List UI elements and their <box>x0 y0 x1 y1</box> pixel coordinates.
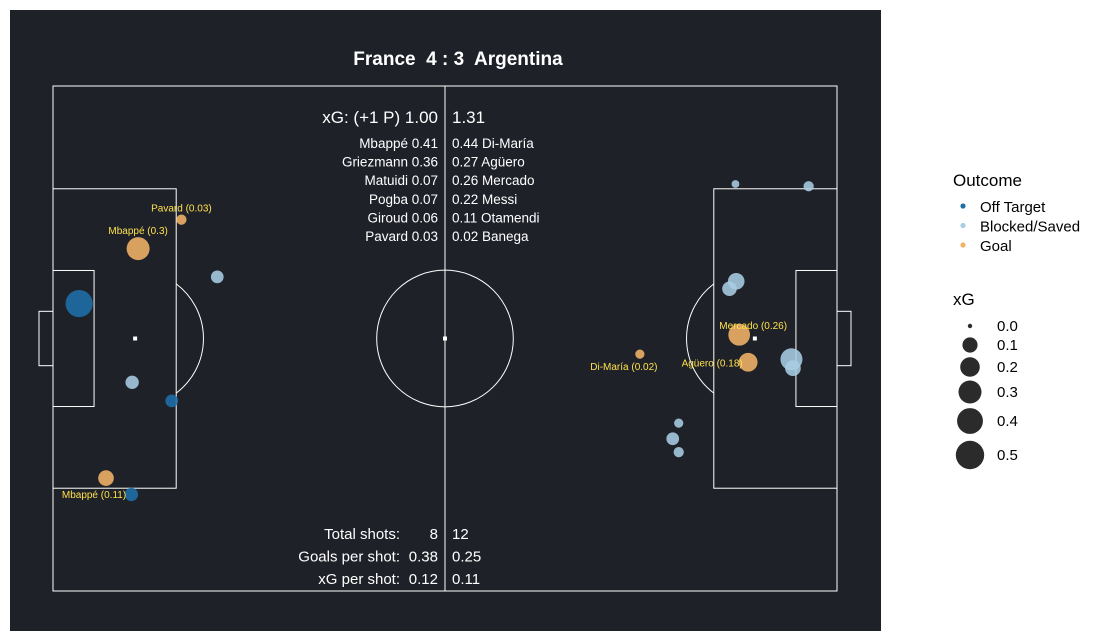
stat-away: 0.25 <box>452 549 481 566</box>
stat-away: 0.11 <box>452 571 480 588</box>
player-xg-home: Matuidi 0.07 <box>364 173 438 188</box>
legend-outcome-key <box>960 222 966 229</box>
legend-xg-key <box>958 380 982 404</box>
legend-outcome-key <box>960 242 966 248</box>
stat-label: Goals per shot: <box>298 549 400 566</box>
shot-point <box>65 290 93 318</box>
centre-circle <box>376 269 514 408</box>
player-xg-home: Mbappé 0.41 <box>359 136 438 151</box>
penalty-arc-left <box>175 283 204 394</box>
shot-point <box>803 181 814 192</box>
shot-point <box>176 214 187 225</box>
stat-home: 8 <box>430 526 438 543</box>
penalty-spot-right <box>752 336 757 341</box>
shot-point <box>126 237 150 261</box>
legend-xg-title: xG <box>953 290 975 309</box>
penalty-arc-right <box>686 283 715 394</box>
legend-xg-label: 0.4 <box>997 413 1018 430</box>
stat-home: 0.12 <box>409 571 438 588</box>
legend-xg-key <box>955 440 985 470</box>
shot-point <box>785 360 801 377</box>
player-xg-away: 0.26 Mercado <box>452 173 535 188</box>
legend-outcome-key <box>960 203 966 209</box>
legend-outcome-label: Off Target <box>980 199 1046 216</box>
player-xg-away: 0.02 Banega <box>452 229 529 244</box>
shot-label: Mbappé (0.3) <box>108 226 167 237</box>
shot-point <box>673 446 684 458</box>
goal-left <box>38 310 54 367</box>
shot-point <box>722 281 737 297</box>
centre-spot <box>443 336 447 341</box>
stat-label: Total shots: <box>324 526 400 543</box>
shots-layer: Mbappé (0.3) Pavard (0.03) Mbappé (0.11) Me… <box>62 180 814 502</box>
legend-xg-label: 0.1 <box>997 337 1018 354</box>
stat-label: xG per shot: <box>318 571 400 588</box>
shot-point <box>728 323 751 346</box>
penalty-spot-left <box>133 336 138 341</box>
xg-total-away: 1.31 <box>452 108 485 127</box>
legend-xg-label: 0.5 <box>997 447 1018 464</box>
stats-overlay: xG: (+1 P) 1.00 1.31 Mbappé 0.41 Griezmann … <box>298 108 539 588</box>
legend-xg-key <box>967 323 973 329</box>
xg-total-home: xG: (+1 P) 1.00 <box>322 108 438 127</box>
shot-point <box>124 487 139 502</box>
goal-right <box>836 310 852 367</box>
shot-point <box>738 352 758 372</box>
legend-xg-label: 0.2 <box>997 359 1018 376</box>
legend-xg-label: 0.0 <box>997 318 1018 335</box>
player-xg-away: 0.22 Messi <box>452 192 517 207</box>
player-xg-away: 0.44 Di-María <box>452 136 534 151</box>
shot-point <box>635 349 645 359</box>
chart-title: France 4 : 3 Argentina <box>353 49 563 70</box>
shot-point <box>674 418 684 428</box>
shot-point <box>98 470 114 486</box>
stat-home: 0.38 <box>409 549 438 566</box>
pitch <box>38 85 852 592</box>
shot-label: Pavard (0.03) <box>151 204 212 215</box>
shot-point <box>125 375 139 390</box>
player-xg-away: 0.27 Agüero <box>452 155 525 170</box>
shot-label: Mbappé (0.11) <box>62 490 126 501</box>
legend-outcome-label: Goal <box>980 238 1012 255</box>
shot-label: Mercado (0.26) <box>719 321 787 332</box>
player-xg-home: Giroud 0.06 <box>367 210 438 225</box>
shot-point <box>666 432 680 446</box>
legend-outcome-title: Outcome <box>953 171 1022 190</box>
legend-outcome-label: Blocked/Saved <box>980 219 1080 236</box>
player-xg-home: Griezmann 0.36 <box>342 155 438 170</box>
player-xg-away: 0.11 Otamendi <box>452 210 540 225</box>
legend-xg-label: 0.3 <box>997 384 1018 401</box>
shot-point <box>165 394 179 408</box>
shot-point <box>731 180 740 188</box>
stat-away: 12 <box>452 526 469 543</box>
shot-label: Agüero (0.18) <box>682 358 743 369</box>
legend-xg-key <box>960 357 980 377</box>
shot-point <box>210 270 224 284</box>
legend-xg-key <box>962 337 978 353</box>
player-xg-home: Pogba 0.07 <box>369 192 438 207</box>
shot-label: Di-María (0.02) <box>590 362 657 373</box>
legend-xg-key <box>957 408 983 434</box>
legend: Outcome Off Target Blocked/Saved Goal xG 0.0 0… <box>953 171 1080 470</box>
player-xg-home: Pavard 0.03 <box>365 229 438 244</box>
